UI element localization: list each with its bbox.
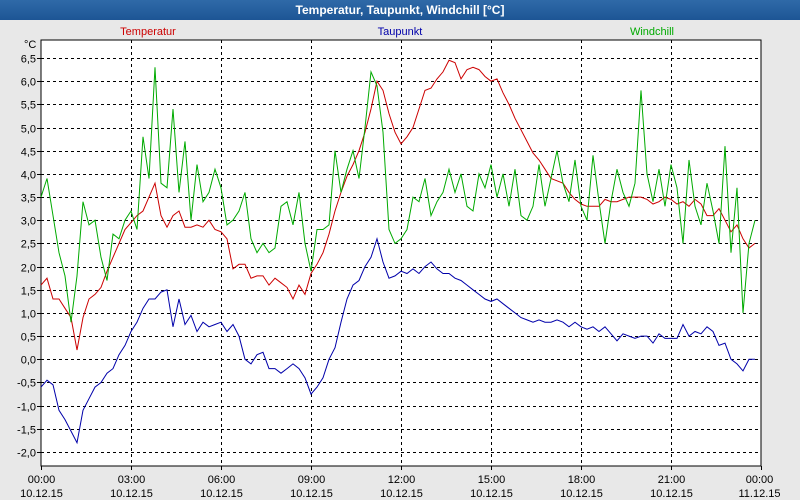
y-tick-label: 4,5 — [21, 147, 36, 159]
y-tick-label: 1,5 — [21, 286, 36, 298]
x-tick-date-label: 10.12.15 — [110, 488, 153, 500]
x-tick-time-label: 12:00 — [388, 474, 416, 486]
x-tick-time-label: 15:00 — [478, 474, 506, 486]
x-tick-time-label: 18:00 — [568, 474, 596, 486]
y-tick-label: 0,0 — [21, 355, 36, 367]
y-tick-label: 2,5 — [21, 239, 36, 251]
x-tick-time-label: 00:00 — [28, 474, 56, 486]
series-line-windchill — [40, 67, 756, 323]
y-tick-label: -0,5 — [17, 378, 36, 390]
y-tick-label: 6,5 — [21, 54, 36, 66]
y-tick-label: 3,5 — [21, 193, 36, 205]
y-tick-label: 2,0 — [21, 263, 36, 275]
legend-temperatur: Temperatur — [120, 26, 176, 38]
y-tick-label: 6,0 — [21, 77, 36, 89]
y-tick-label: -2,0 — [17, 448, 36, 460]
x-tick-time-label: 09:00 — [298, 474, 326, 486]
window-title: Temperatur, Taupunkt, Windchill [°C] — [0, 0, 800, 20]
x-tick-date-label: 10.12.15 — [290, 488, 333, 500]
x-tick-date-label: 10.12.15 — [560, 488, 603, 500]
x-tick-time-label: 21:00 — [658, 474, 686, 486]
y-tick-label: -1,5 — [17, 425, 36, 437]
x-tick-date-label: 10.12.15 — [380, 488, 423, 500]
x-tick-date-label: 10.12.15 — [650, 488, 693, 500]
x-tick-time-label: 03:00 — [118, 474, 146, 486]
y-tick-label: 5,5 — [21, 100, 36, 112]
legend-windchill: Windchill — [630, 26, 674, 38]
y-tick-label: 3,0 — [21, 216, 36, 228]
x-tick-time-label: 06:00 — [208, 474, 236, 486]
x-tick-date-label: 10.12.15 — [20, 488, 63, 500]
series-line-temperatur — [40, 59, 756, 351]
x-tick-date-label: 11.12.15 — [738, 488, 780, 500]
x-tick-time-label: 00:00 — [746, 474, 774, 486]
y-tick-label: 0,5 — [21, 332, 36, 344]
x-tick-date-label: 10.12.15 — [200, 488, 243, 500]
y-tick-label: -1,0 — [17, 402, 36, 414]
y-tick-label: 4,0 — [21, 170, 36, 182]
y-tick-label: 1,0 — [21, 309, 36, 321]
series-layer — [40, 59, 756, 445]
x-axis-ticks: 00:00 10.12.15 03:00 10.12.15 06:00 10.12.15 0… — [20, 466, 781, 500]
y-axis-unit-label: °C — [24, 39, 36, 51]
y-tick-label: 5,0 — [21, 124, 36, 136]
legend-taupunkt: Taupunkt — [378, 26, 423, 38]
y-axis-ticks: 6,5 6,0 5,5 5,0 4,5 4,0 3,5 3,0 2,5 2,0 1,5 1,0 0,5 0… — [17, 54, 41, 460]
series-line-taupunkt — [40, 237, 755, 445]
x-tick-date-label: 10.12.15 — [470, 488, 513, 500]
